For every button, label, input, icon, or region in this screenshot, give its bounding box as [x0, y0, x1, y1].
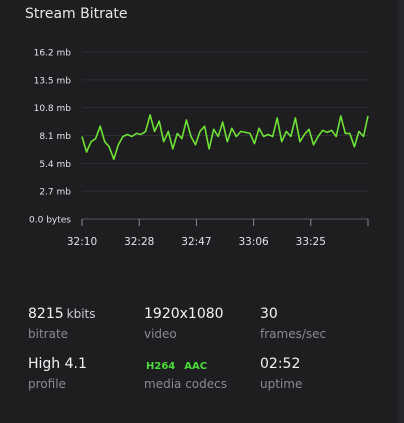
- bitrate-value-row: 8215 kbits: [28, 306, 96, 322]
- bitrate-label: bitrate: [28, 327, 69, 341]
- y-tick-label: 2.7 mb: [39, 188, 71, 198]
- uptime-label: uptime: [260, 377, 303, 391]
- stat-video: 1920x1080 video: [144, 306, 224, 341]
- framerate-value: 30: [260, 306, 278, 322]
- y-tick-label: 0.0 bytes: [29, 216, 71, 226]
- x-tick-label: 32:28: [124, 236, 154, 248]
- y-tick-label: 13.5 mb: [34, 76, 72, 86]
- y-tick-label: 5.4 mb: [39, 160, 71, 170]
- codec-audio: AAC: [184, 361, 208, 372]
- media-codecs-label: media codecs: [144, 377, 227, 391]
- y-tick-label: 16.2 mb: [34, 49, 72, 59]
- x-tick-label: 33:06: [238, 236, 269, 248]
- y-tick-label: 8.1 mb: [39, 132, 71, 142]
- bitrate-unit: kbits: [66, 307, 96, 321]
- codec-badges: H264 AAC: [146, 355, 227, 374]
- bitrate-value: 8215: [28, 306, 64, 322]
- x-tick-label: 33:25: [296, 236, 326, 248]
- x-tick-label: 32:10: [67, 236, 97, 248]
- framerate-label: frames/sec: [260, 327, 327, 341]
- bitrate-series-line: [81, 114, 369, 160]
- stat-media-codecs: H264 AAC media codecs: [144, 355, 227, 391]
- panel-title: Stream Bitrate: [25, 6, 128, 22]
- profile-label: profile: [28, 377, 66, 391]
- x-tick-label: 32:47: [181, 236, 211, 248]
- video-resolution: 1920x1080: [144, 306, 224, 322]
- stat-framerate: 30 frames/sec: [260, 306, 326, 341]
- profile-value: High 4.1: [28, 356, 87, 372]
- stat-bitrate: 8215 kbits bitrate: [28, 306, 96, 341]
- y-tick-label: 10.8 mb: [34, 104, 72, 114]
- codec-video: H264: [146, 361, 176, 372]
- uptime-value: 02:52: [260, 356, 301, 372]
- video-label: video: [144, 327, 177, 341]
- panel-edge: [398, 0, 404, 423]
- stat-profile: High 4.1 profile: [28, 356, 87, 391]
- stat-uptime: 02:52 uptime: [260, 356, 302, 391]
- bitrate-chart: 16.2 mb 13.5 mb 10.8 mb 8.1 mb 5.4 mb 2.7 mb 0…: [29, 49, 369, 248]
